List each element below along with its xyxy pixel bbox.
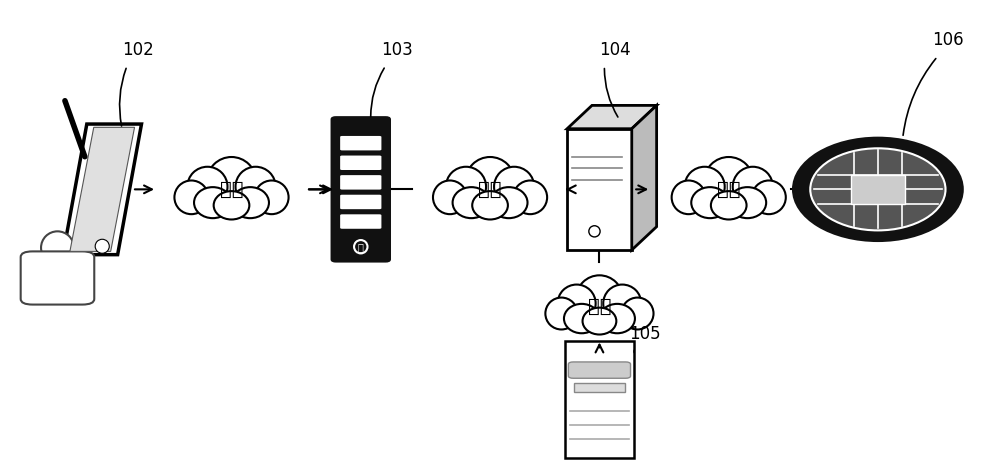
FancyBboxPatch shape (340, 136, 381, 151)
Ellipse shape (711, 191, 747, 219)
Ellipse shape (433, 180, 467, 214)
Ellipse shape (95, 239, 109, 253)
FancyBboxPatch shape (340, 156, 381, 170)
FancyBboxPatch shape (851, 175, 905, 204)
Ellipse shape (214, 191, 249, 219)
Ellipse shape (603, 285, 641, 322)
FancyBboxPatch shape (340, 175, 381, 190)
Ellipse shape (490, 187, 528, 218)
Ellipse shape (704, 157, 753, 206)
Ellipse shape (599, 304, 635, 333)
Ellipse shape (354, 240, 367, 253)
Ellipse shape (589, 226, 600, 237)
Ellipse shape (729, 187, 766, 218)
Text: 网络: 网络 (717, 180, 740, 199)
Ellipse shape (207, 157, 256, 206)
Polygon shape (70, 127, 135, 252)
Polygon shape (567, 105, 657, 129)
Ellipse shape (691, 187, 729, 218)
Text: 102: 102 (122, 41, 154, 59)
Text: 104: 104 (599, 41, 631, 59)
Ellipse shape (453, 187, 490, 218)
Ellipse shape (446, 167, 486, 207)
Ellipse shape (564, 304, 599, 333)
Ellipse shape (232, 187, 269, 218)
Ellipse shape (187, 167, 227, 207)
FancyBboxPatch shape (332, 118, 390, 261)
FancyBboxPatch shape (21, 252, 94, 304)
Ellipse shape (472, 191, 508, 219)
Polygon shape (632, 105, 657, 250)
FancyBboxPatch shape (568, 362, 631, 378)
Ellipse shape (494, 167, 534, 207)
Ellipse shape (236, 167, 276, 207)
FancyBboxPatch shape (567, 129, 632, 250)
Ellipse shape (621, 297, 654, 329)
Ellipse shape (576, 275, 623, 321)
Text: 103: 103 (381, 41, 412, 59)
Ellipse shape (583, 308, 616, 335)
Text: 网络: 网络 (588, 296, 611, 315)
Ellipse shape (41, 231, 74, 264)
FancyBboxPatch shape (565, 341, 634, 457)
FancyBboxPatch shape (574, 383, 625, 392)
Text: ⏻: ⏻ (358, 242, 364, 252)
Ellipse shape (545, 297, 577, 329)
Ellipse shape (793, 138, 962, 241)
Ellipse shape (513, 180, 547, 214)
Ellipse shape (672, 180, 706, 214)
Ellipse shape (752, 180, 786, 214)
Ellipse shape (810, 148, 946, 230)
Ellipse shape (558, 285, 596, 322)
Polygon shape (63, 124, 142, 255)
Ellipse shape (255, 180, 289, 214)
Ellipse shape (466, 157, 515, 206)
FancyBboxPatch shape (340, 214, 381, 229)
Ellipse shape (733, 167, 773, 207)
Text: 网络: 网络 (478, 180, 502, 199)
FancyBboxPatch shape (340, 195, 381, 209)
Ellipse shape (685, 167, 725, 207)
Text: 106: 106 (933, 32, 964, 50)
Text: 105: 105 (629, 325, 661, 343)
Ellipse shape (194, 187, 232, 218)
Text: 网络: 网络 (220, 180, 243, 199)
Ellipse shape (174, 180, 208, 214)
